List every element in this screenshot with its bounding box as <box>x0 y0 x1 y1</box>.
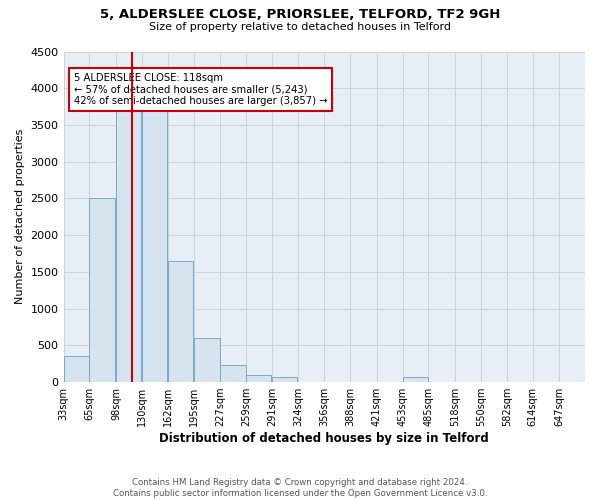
Text: 5, ALDERSLEE CLOSE, PRIORSLEE, TELFORD, TF2 9GH: 5, ALDERSLEE CLOSE, PRIORSLEE, TELFORD, … <box>100 8 500 20</box>
Text: 5 ALDERSLEE CLOSE: 118sqm
← 57% of detached houses are smaller (5,243)
42% of se: 5 ALDERSLEE CLOSE: 118sqm ← 57% of detac… <box>74 73 328 106</box>
Bar <box>142 106 167 382</box>
Bar <box>167 261 193 382</box>
Bar <box>64 356 89 382</box>
X-axis label: Distribution of detached houses by size in Telford: Distribution of detached houses by size … <box>160 432 489 445</box>
Bar <box>403 377 428 382</box>
Bar <box>194 338 220 382</box>
Text: Contains HM Land Registry data © Crown copyright and database right 2024.
Contai: Contains HM Land Registry data © Crown c… <box>113 478 487 498</box>
Bar <box>89 198 115 382</box>
Text: Size of property relative to detached houses in Telford: Size of property relative to detached ho… <box>149 22 451 32</box>
Bar <box>116 106 142 382</box>
Bar <box>246 374 271 382</box>
Bar <box>220 365 245 382</box>
Y-axis label: Number of detached properties: Number of detached properties <box>15 129 25 304</box>
Bar <box>272 377 297 382</box>
